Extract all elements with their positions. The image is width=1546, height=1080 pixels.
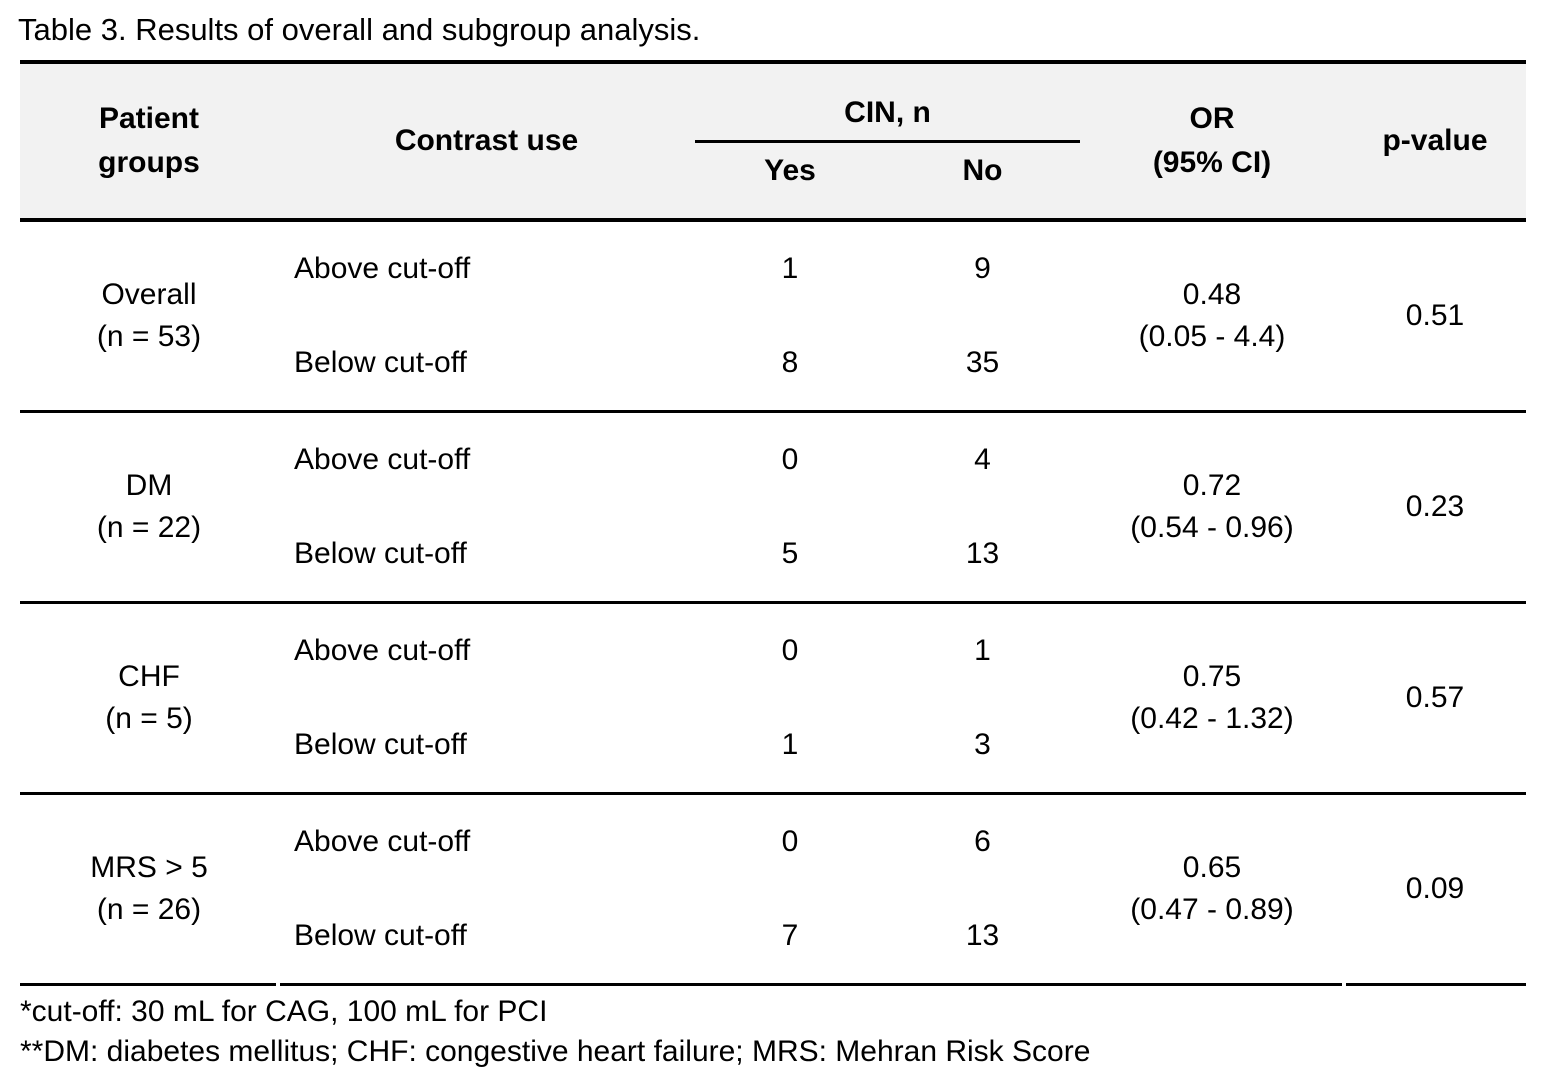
cell-or-ci: 0.48 (0.05 - 4.4) xyxy=(1138,278,1286,353)
header-p-value: p-value xyxy=(1382,124,1488,157)
cell-cin-no: 4 xyxy=(974,443,991,476)
table-bottom-rule xyxy=(20,983,1526,986)
cell-cin-no: 9 xyxy=(974,252,991,285)
footnote-abbreviations: **DM: diabetes mellitus; CHF: congestive… xyxy=(20,1035,1091,1068)
table-top-rule xyxy=(20,60,1526,64)
bottom-rule-segment xyxy=(20,983,276,986)
header-cin-no: No xyxy=(962,153,1003,187)
cell-p-value: 0.51 xyxy=(1405,299,1465,332)
cell-contrast-use: Below cut-off xyxy=(294,919,467,952)
footnote-cutoff: *cut-off: 30 mL for CAG, 100 mL for PCI xyxy=(20,995,548,1028)
cell-cin-yes: 7 xyxy=(781,919,799,952)
cell-or-ci: 0.72 (0.54 - 0.96) xyxy=(1130,469,1294,544)
results-table: Patient groups Contrast use CIN, n Yes N… xyxy=(20,60,1526,986)
cell-contrast-use: Above cut-off xyxy=(294,825,471,858)
table-header-row: Patient groups Contrast use CIN, n Yes N… xyxy=(20,64,1526,222)
cell-contrast-use: Above cut-off xyxy=(294,252,471,285)
cell-contrast-use: Below cut-off xyxy=(294,728,467,761)
cell-cin-yes: 8 xyxy=(781,346,799,379)
cell-contrast-use: Above cut-off xyxy=(294,443,471,476)
cell-cin-no: 13 xyxy=(965,919,1000,952)
cell-or-ci: 0.65 (0.47 - 0.89) xyxy=(1130,851,1294,926)
cin-subheader-row: Yes No xyxy=(695,153,1080,189)
cell-cin-no: 13 xyxy=(965,537,1000,570)
header-cin-label: CIN, n xyxy=(844,95,931,129)
header-cin-yes: Yes xyxy=(764,153,816,187)
table-caption: Table 3. Results of overall and subgroup… xyxy=(18,12,701,47)
cell-cin-no: 1 xyxy=(974,634,991,667)
cell-cin-yes: 1 xyxy=(781,252,799,285)
cell-or-ci: 0.75 (0.42 - 1.32) xyxy=(1130,660,1294,735)
cell-cin-yes: 5 xyxy=(781,537,799,570)
cell-cin-yes: 0 xyxy=(781,634,799,667)
cell-cin-no: 35 xyxy=(965,346,1000,379)
group-label: MRS > 5 (n = 26) xyxy=(90,851,208,926)
header-patient-groups: Patient groups xyxy=(98,102,200,179)
table-group-overall: Overall (n = 53) Above cut-off 1 9 0.48 … xyxy=(20,222,1526,413)
cell-cin-yes: 0 xyxy=(781,443,799,476)
group-label: DM (n = 22) xyxy=(96,469,202,544)
cell-p-value: 0.09 xyxy=(1405,872,1465,905)
footnotes: *cut-off: 30 mL for CAG, 100 mL for PCI … xyxy=(20,992,1546,1072)
header-cin-group: CIN, n Yes No xyxy=(695,64,1080,218)
table-group-dm: DM (n = 22) Above cut-off 0 4 0.72 (0.54… xyxy=(20,413,1526,604)
table-group-chf: CHF (n = 5) Above cut-off 0 1 0.75 (0.42… xyxy=(20,604,1526,795)
group-label: CHF (n = 5) xyxy=(105,660,193,735)
cell-cin-no: 6 xyxy=(974,825,991,858)
bottom-rule-segment xyxy=(1346,983,1526,986)
cell-cin-yes: 1 xyxy=(781,728,799,761)
cell-contrast-use: Below cut-off xyxy=(294,346,467,379)
header-or-ci: OR (95% CI) xyxy=(1152,102,1272,179)
cell-cin-yes: 0 xyxy=(781,825,799,858)
bottom-rule-segment xyxy=(280,983,1342,986)
cell-contrast-use: Above cut-off xyxy=(294,634,471,667)
cell-contrast-use: Below cut-off xyxy=(294,537,467,570)
cell-p-value: 0.23 xyxy=(1405,490,1465,523)
table-group-mrs: MRS > 5 (n = 26) Above cut-off 0 6 0.65 … xyxy=(20,795,1526,983)
cell-p-value: 0.57 xyxy=(1405,681,1465,714)
header-contrast-use: Contrast use xyxy=(394,124,579,157)
cin-underline-rule xyxy=(695,139,1080,143)
group-label: Overall (n = 53) xyxy=(96,278,202,353)
cell-cin-no: 3 xyxy=(974,728,991,761)
